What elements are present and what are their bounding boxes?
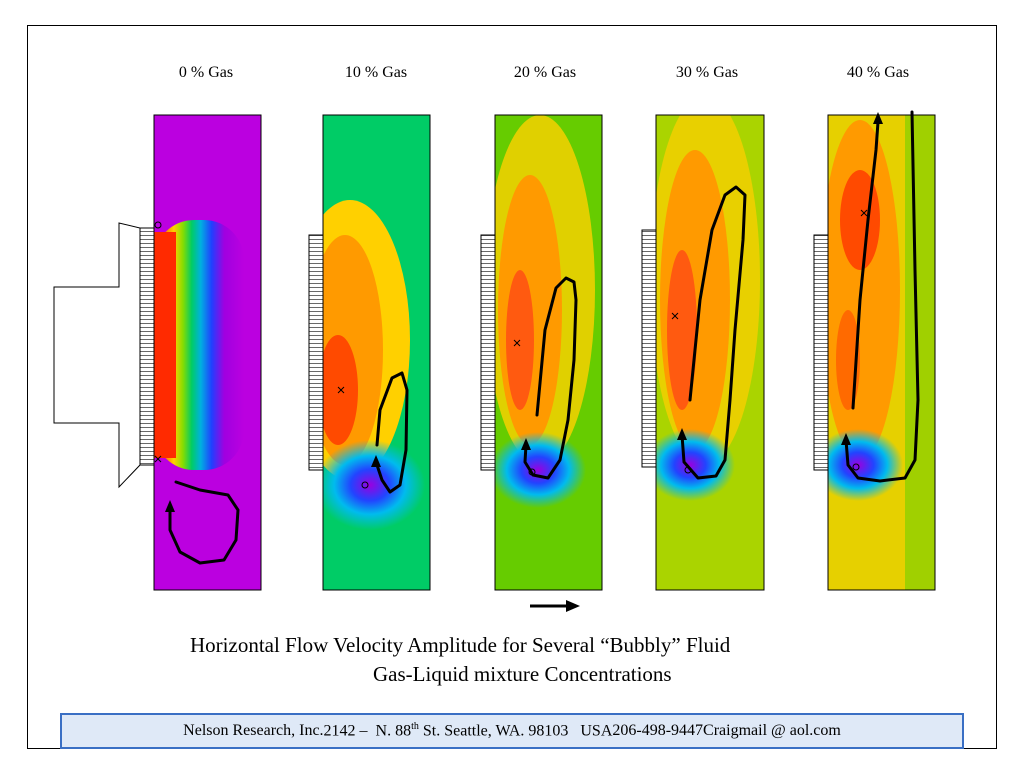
footer-address-pre: 2142 – N. 88 bbox=[324, 723, 412, 740]
footer-address-post: St. Seattle, WA. 98103 USA bbox=[419, 723, 612, 740]
panel-30-map bbox=[645, 95, 764, 590]
transducer-ridges-20 bbox=[481, 235, 495, 470]
caption-line-2: Gas-Liquid mixture Concentrations bbox=[373, 662, 672, 687]
footer-address-sup: th bbox=[411, 721, 419, 732]
footer-contact-bar: Nelson Research, Inc. 2142 – N. 88th St.… bbox=[60, 713, 964, 749]
transducer-horn bbox=[54, 223, 154, 487]
footer-address: 2142 – N. 88th St. Seattle, WA. 98103 US… bbox=[324, 721, 613, 740]
transducer-ridges-40 bbox=[814, 235, 828, 470]
caption-line-1: Horizontal Flow Velocity Amplitude for S… bbox=[190, 633, 730, 658]
footer-company: Nelson Research, Inc. bbox=[183, 722, 323, 740]
transducer-ridges-30 bbox=[642, 230, 656, 467]
transducer-ridges-10 bbox=[309, 235, 323, 470]
footer-phone: 206-498-9447 bbox=[612, 722, 703, 740]
direction-arrow bbox=[530, 600, 580, 612]
footer-email[interactable]: Craigmail @ aol.com bbox=[703, 722, 841, 740]
